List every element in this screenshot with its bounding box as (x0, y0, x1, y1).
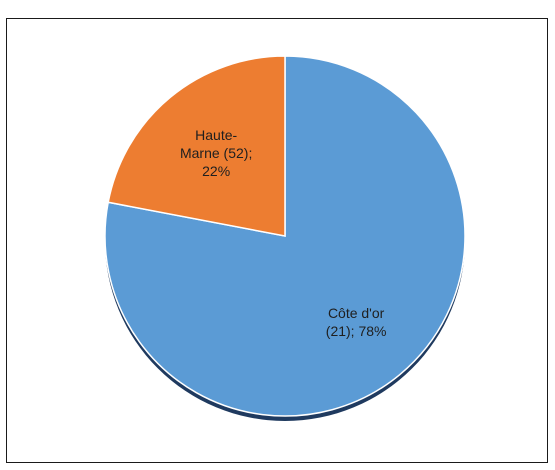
pie-slice-layer (104, 55, 466, 417)
slice-data-label-line: 22% (202, 163, 230, 179)
pie-slice-c-te-d-or (104, 55, 466, 417)
slice-data-label-line: Côte d'or (328, 305, 385, 321)
slice-data-label-line: (21); 78% (326, 323, 387, 339)
pie-label-layer: Côte d'or (21); 78% Haute- Marne (52); 22% (180, 127, 387, 339)
slice-data-label: Côte d'or (21); 78% (326, 305, 387, 339)
slice-data-label-line: Marne (52); (180, 145, 252, 161)
slice-data-label-line: Haute- (195, 127, 237, 143)
pie-slice-haute-marne (107, 55, 286, 237)
slice-data-label: Haute- Marne (52); 22% (180, 127, 252, 179)
